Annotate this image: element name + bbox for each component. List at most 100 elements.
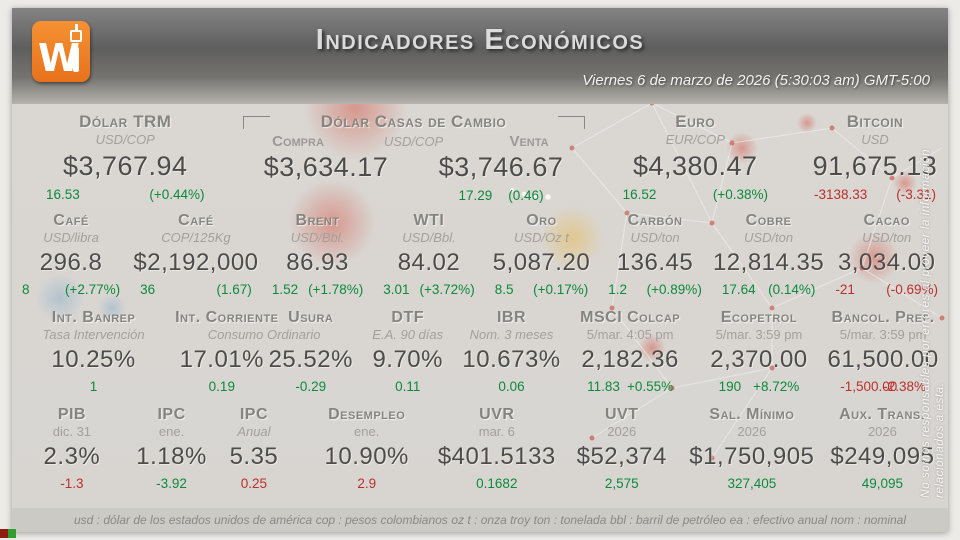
indicator-title: Euro <box>675 112 716 131</box>
glossary-item: ton : tonelada <box>533 513 607 527</box>
indicator-value: 1.18% <box>136 443 207 470</box>
indicator-subtitle: Anual <box>237 424 271 439</box>
pair-titles: Int. Corriente Usura <box>175 309 353 327</box>
glossary-item: bbl : barril de petróleo <box>609 513 727 527</box>
indicator-change: 190 +8.72% <box>700 379 819 394</box>
indicator-title: Café <box>53 212 89 229</box>
indicator-ipc-mensual: IPC ene. 1.18% -3.92 <box>132 406 212 500</box>
indicator-value: 10.673% <box>462 346 561 373</box>
change-delta: 16.52 <box>622 187 657 202</box>
row-commodities: Café USD/libra 296.8 8 (+2.77%) Café COP… <box>12 212 948 304</box>
indicator-change: 8.5 (+0.17%) <box>485 282 599 297</box>
indicator-wti: WTI USD/Bbl. 84.02 3.01 (+3.72%) <box>373 212 484 304</box>
indicator-value: 5.35 <box>229 443 279 470</box>
indicator-euro: Euro EUR/COP $4,380.47 16.52 (+0.38%) <box>589 112 802 204</box>
change-delta: 2,575 <box>604 476 639 491</box>
indicator-value: 296.8 <box>39 249 103 276</box>
indicator-value: $1,750,905 <box>689 443 815 470</box>
indicator-title: PIB <box>57 406 86 423</box>
indicator-subtitle: USD/Bbl. <box>290 230 345 245</box>
indicator-title: Cobre <box>745 212 792 229</box>
indicator-value: 2.3% <box>43 443 101 470</box>
indicator-change: -3138.33 (-3.31) <box>802 187 948 202</box>
indicator-change: -3.92 <box>132 476 212 491</box>
indicator-change: 1 <box>12 379 175 394</box>
change-pct: +8.72% <box>753 379 800 394</box>
change-pct: (-0.69%) <box>886 282 939 297</box>
change-delta: 1.52 <box>271 282 299 297</box>
indicator-value: 2,182.36 <box>581 346 679 373</box>
change-delta: 0.25 <box>240 476 268 491</box>
indicator-value: 10.25% <box>51 346 136 373</box>
candlestick-wick <box>74 24 78 30</box>
change-pct: (0.14%) <box>768 282 816 297</box>
sell-change-line: 17.29 (0.46) <box>239 183 589 203</box>
change-delta: 17.29 <box>458 188 493 203</box>
bracket-left-icon <box>242 116 270 129</box>
glossary-item: usd : dólar de los estados unidos de amé… <box>74 513 313 527</box>
indicator-subtitle: E.A. 90 días <box>372 327 444 342</box>
change-delta: -3138.33 <box>813 187 868 202</box>
indicator-value: $401.5133 <box>437 443 556 470</box>
indicator-value: 136.45 <box>616 249 694 276</box>
change-delta: 11.83 <box>587 379 620 394</box>
indicator-pib: PIB dic. 31 2.3% -1.3 <box>12 406 132 500</box>
indicator-bancolombia-pref: Bancol. Pref. 5/mar. 3:59 pm 61,500.00 -… <box>818 309 948 401</box>
indicator-title: Usura <box>288 309 334 326</box>
change-delta: -1,500.00 <box>840 379 898 394</box>
indicator-oro: Oro USD/Oz t 5,087.20 8.5 (+0.17%) <box>485 212 599 304</box>
buy-sell-labels: Compra USD/COP Venta <box>239 133 589 150</box>
indicator-auxilio-transporte: Aux. Trans. 2026 $249,095 49,095 <box>817 406 948 500</box>
change-delta: -3.92 <box>156 476 187 491</box>
indicator-subtitle: Nom. 3 meses <box>469 327 554 342</box>
change-pct: (+3.72%) <box>419 282 475 297</box>
indicator-carbon: Carbón USD/ton 136.45 1.2 (+0.89%) <box>598 212 712 304</box>
indicator-change: -1,500.00 -2.38% <box>818 379 948 394</box>
indicator-value: 84.02 <box>397 249 461 276</box>
indicator-change: 0.25 <box>211 476 296 491</box>
indicator-change: -21 (-0.69%) <box>825 282 948 297</box>
indicator-change: 327,405 <box>687 476 817 491</box>
change-delta: 36 <box>140 282 156 297</box>
indicator-subtitle: ene. <box>354 424 380 439</box>
candlestick-icon <box>70 30 82 42</box>
indicator-desempleo: Desempleo ene. 10.90% 2.9 <box>297 406 437 500</box>
indicator-value: $249,095 <box>830 443 935 470</box>
indicator-title: Bancol. Pref. <box>831 309 935 326</box>
indicator-change: 49,095 <box>817 476 948 491</box>
indicator-change: 0.11 <box>353 379 462 394</box>
indicator-title: IPC <box>239 406 269 423</box>
row-macro: PIB dic. 31 2.3% -1.3 IPC ene. 1.18% -3.… <box>12 406 948 500</box>
indicator-subtitle: 2026 <box>607 424 637 439</box>
indicator-title: Sal. Mínimo <box>709 406 795 423</box>
indicator-value: 5,087.20 <box>492 249 591 276</box>
indicator-ibr: IBR Nom. 3 meses 10.673% 0.06 <box>462 309 560 401</box>
indicator-subtitle: 5/mar. 4:05 pm <box>586 327 674 342</box>
indicator-subtitle: USD/ton <box>630 230 680 245</box>
sell-value: $3,746.67 <box>438 152 564 182</box>
indicator-title: Carbón <box>627 212 683 229</box>
indicator-title: Cacao <box>863 212 910 229</box>
glossary-item: ea : efectivo anual <box>729 513 828 527</box>
indicator-change: 17.29 (0.46) <box>414 188 589 203</box>
indicator-brent: Brent USD/Bbl. 86.93 1.52 (+1.78%) <box>262 212 373 304</box>
indicator-subtitle: mar. 6 <box>478 424 515 439</box>
glossary-item: cop : pesos colombianos <box>315 513 448 527</box>
indicator-title: UVR <box>479 406 515 423</box>
indicator-change: 0.1682 <box>437 476 557 491</box>
indicator-change: 2,575 <box>557 476 687 491</box>
indicator-change: 1.2 (+0.89%) <box>598 282 712 297</box>
indicator-int-banrep: Int. Banrep Tasa Intervención 10.25% 1 <box>12 309 175 401</box>
indicator-title: Dólar Casas de Cambio <box>320 112 507 131</box>
change-pct: +0.55% <box>626 379 674 394</box>
indicator-cafe-cop: Café COP/125Kg $2,192,000 36 (1.67) <box>130 212 262 304</box>
indicator-change: 16.52 (+0.38%) <box>589 187 802 202</box>
indicator-subtitle: COP/125Kg <box>161 230 231 245</box>
indicator-ipc-anual: IPC Anual 5.35 0.25 <box>211 406 296 500</box>
indicator-value: $4,380.47 <box>632 151 758 181</box>
change-pct: (+2.77%) <box>64 282 121 297</box>
change-delta: 2.9 <box>357 476 377 491</box>
indicator-subtitle: 5/mar. 3:59 pm <box>715 327 803 342</box>
buy-value: $3,634.17 <box>263 152 389 182</box>
pair-subtitle: Consumo Ordinario <box>207 327 321 342</box>
